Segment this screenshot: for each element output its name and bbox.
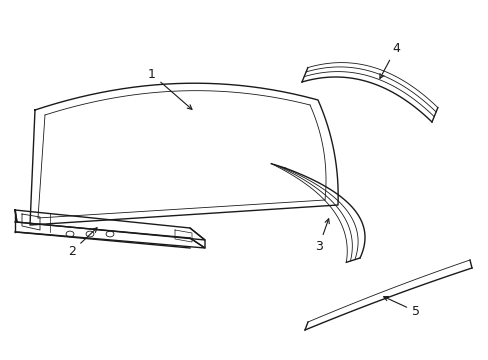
Text: 4: 4 xyxy=(379,42,399,78)
Text: 1: 1 xyxy=(148,68,192,109)
Text: 5: 5 xyxy=(383,297,419,318)
Text: 2: 2 xyxy=(68,228,97,258)
Text: 3: 3 xyxy=(314,219,328,253)
